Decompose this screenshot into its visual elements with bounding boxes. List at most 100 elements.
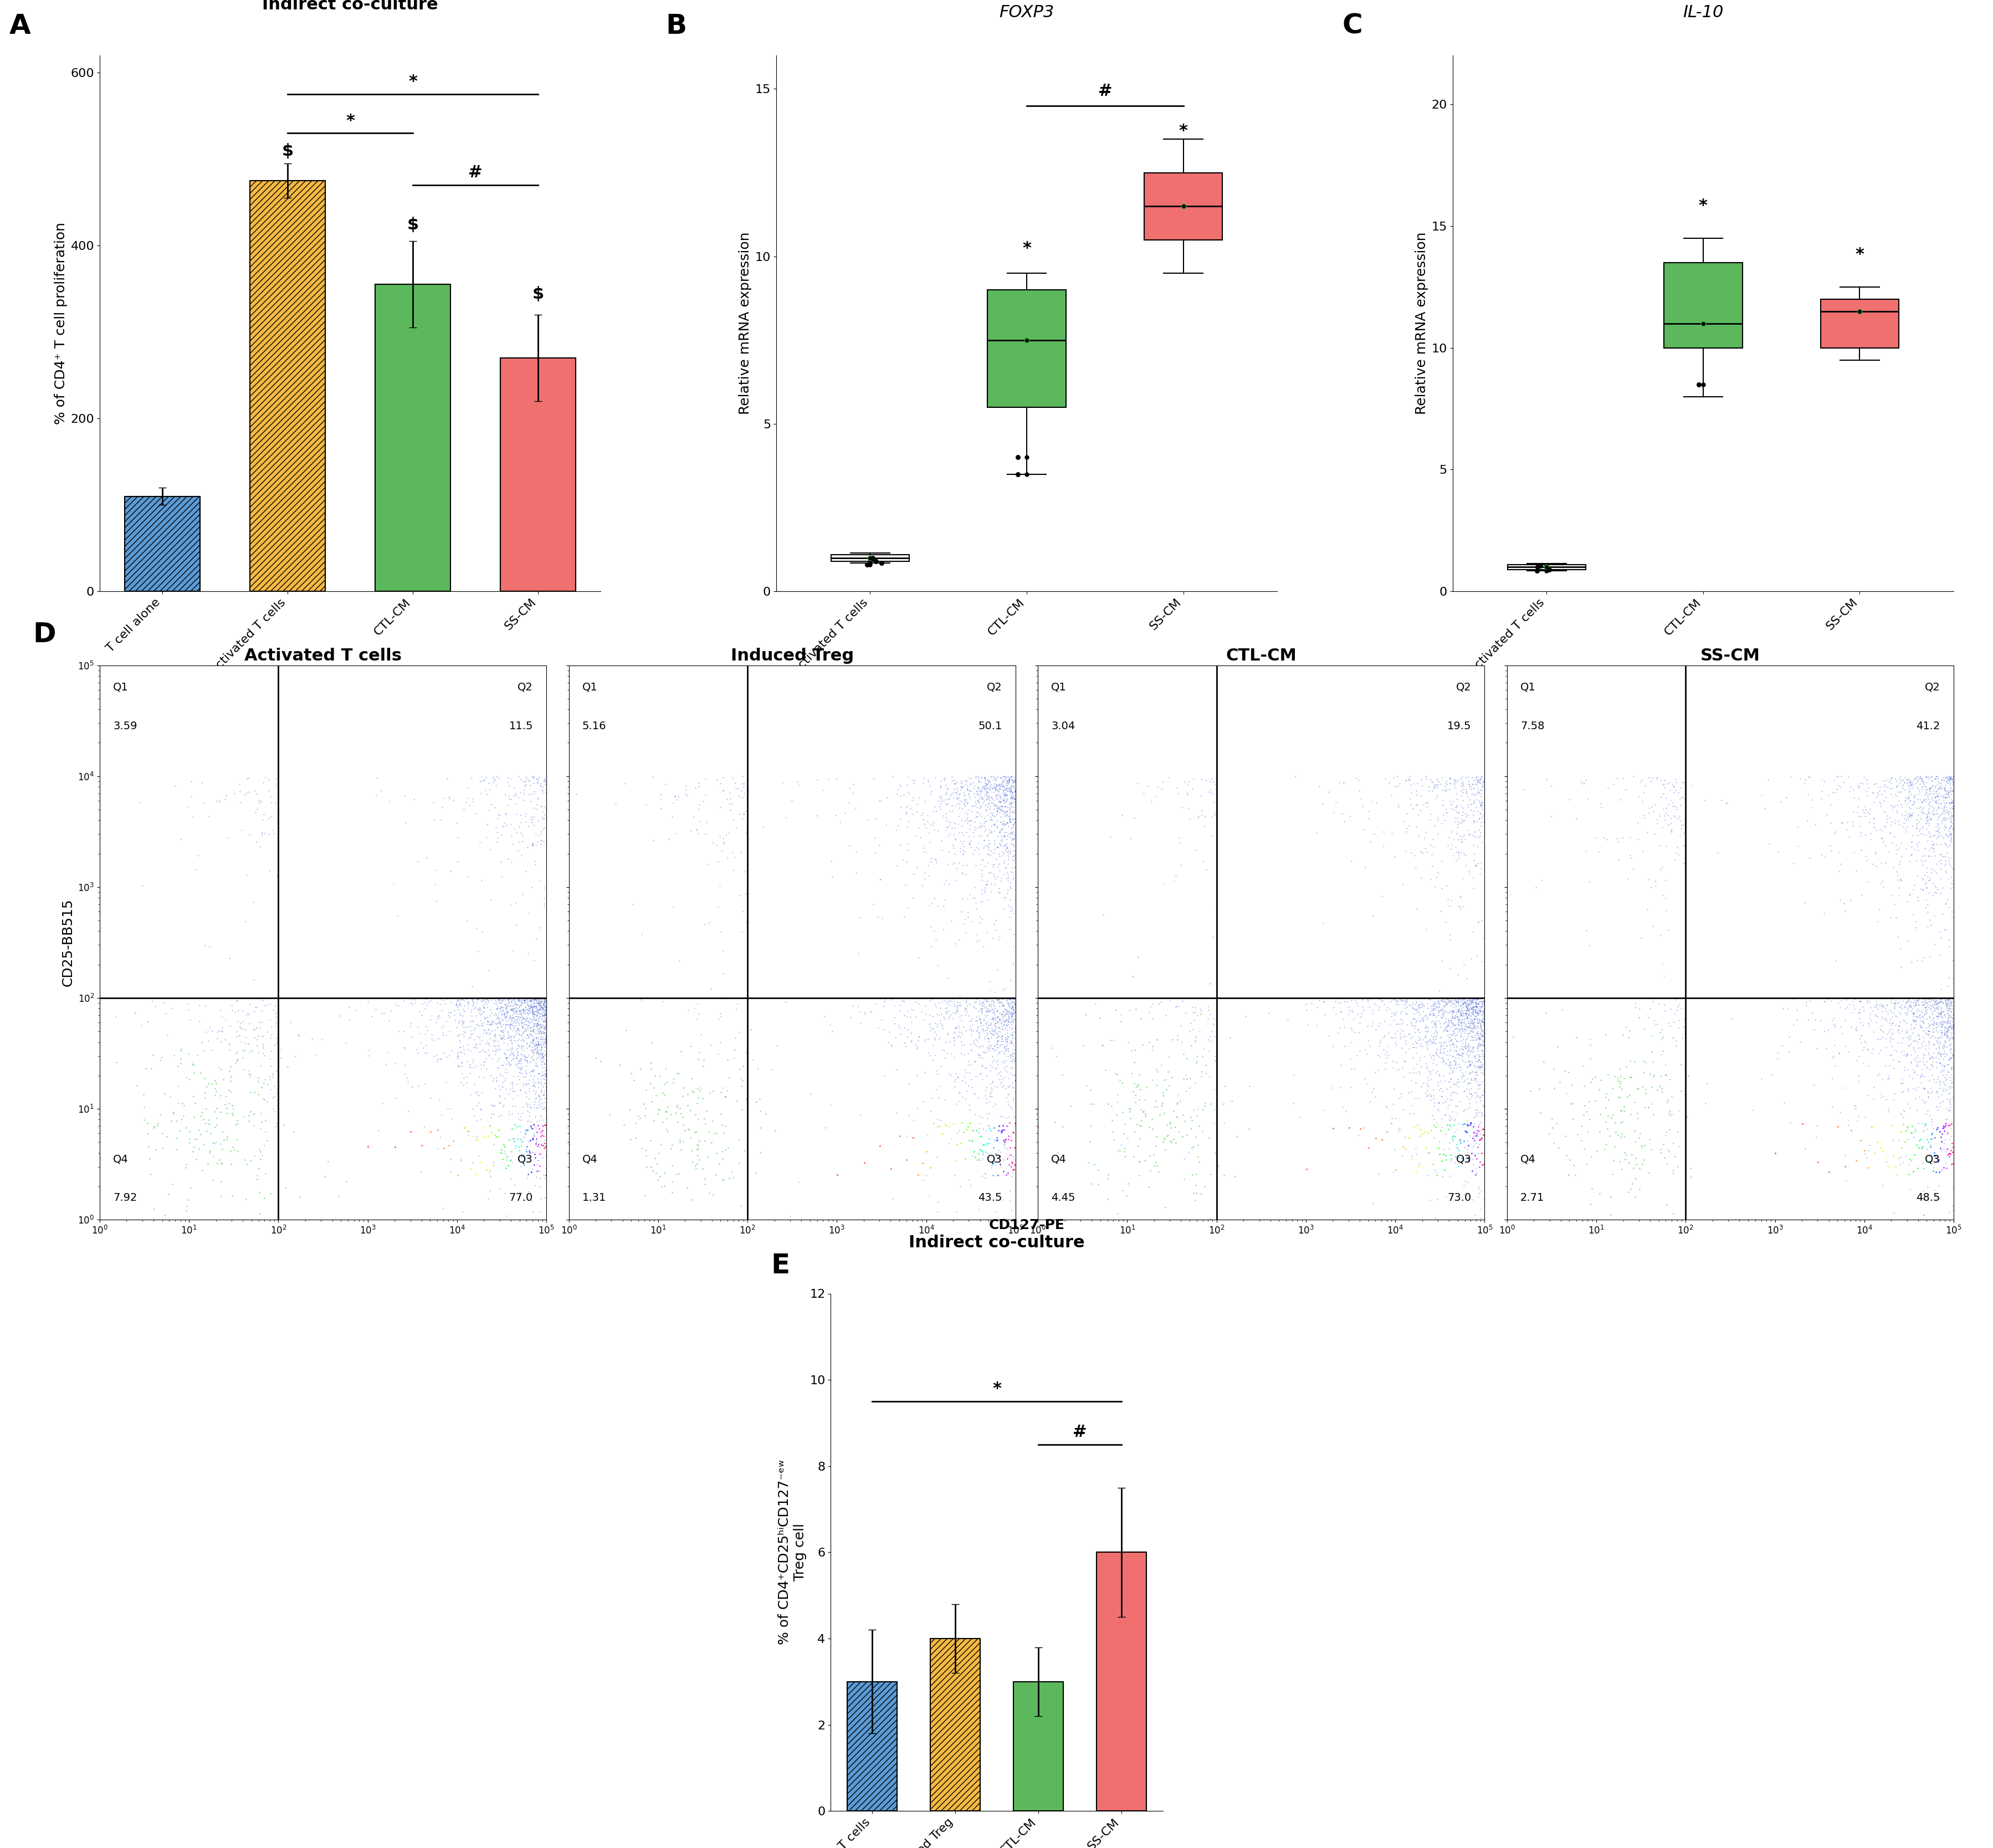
Point <box>1923 863 1955 893</box>
Point <box>458 1053 490 1083</box>
Point <box>1933 931 1965 961</box>
Point <box>1816 1005 1848 1035</box>
Point <box>434 856 466 885</box>
Point <box>1467 1100 1499 1129</box>
Point <box>783 771 815 800</box>
Point <box>263 1016 295 1046</box>
Point <box>1897 1000 1929 1029</box>
Point <box>993 765 1024 795</box>
Point <box>500 989 532 1018</box>
Point <box>440 1161 472 1190</box>
Point <box>480 761 512 791</box>
Point <box>998 1042 1030 1072</box>
Point <box>941 778 973 808</box>
Point <box>955 1015 987 1044</box>
Point <box>1592 1101 1624 1131</box>
Point <box>1931 991 1963 1020</box>
Point <box>991 824 1022 854</box>
Point <box>927 787 959 817</box>
Point <box>913 987 945 1016</box>
Point <box>1851 772 1883 802</box>
Point <box>877 761 909 791</box>
Point <box>1379 1103 1411 1133</box>
Point <box>925 795 957 824</box>
Point <box>530 1024 562 1053</box>
Point <box>1423 998 1455 1027</box>
Point <box>1863 1024 1895 1053</box>
Point <box>658 1068 690 1098</box>
Point <box>215 1090 247 1120</box>
Point <box>1445 1033 1477 1063</box>
Point <box>998 1066 1030 1096</box>
Point <box>1395 1142 1427 1172</box>
Point <box>1451 1024 1483 1053</box>
Point <box>508 992 540 1022</box>
Point <box>1170 1120 1202 1149</box>
Point <box>975 1009 1006 1039</box>
Point <box>502 1007 534 1037</box>
Point <box>1903 1125 1935 1155</box>
Point <box>719 769 751 798</box>
Point <box>965 782 997 811</box>
Point <box>1881 1046 1913 1076</box>
Point <box>706 1137 737 1166</box>
Point <box>1431 1146 1463 1175</box>
Point <box>939 1072 971 1101</box>
Point <box>969 795 1000 824</box>
Point <box>1917 835 1949 865</box>
Point <box>1461 1070 1493 1100</box>
Point <box>1851 985 1883 1015</box>
Point <box>1893 802 1925 832</box>
Point <box>1919 1122 1951 1151</box>
Point <box>1933 763 1965 793</box>
Point <box>1405 1003 1437 1033</box>
Point <box>524 1013 556 1042</box>
Point <box>524 992 556 1022</box>
Point <box>997 780 1028 809</box>
Point <box>915 809 947 839</box>
Point <box>1897 787 1929 817</box>
Point <box>452 1120 484 1149</box>
Point <box>610 1015 642 1044</box>
Point <box>516 1026 548 1055</box>
Point <box>397 985 428 1015</box>
Point <box>1927 785 1959 815</box>
Title: Activated T cells: Activated T cells <box>245 649 403 663</box>
Point <box>134 1131 165 1161</box>
Point <box>1451 996 1483 1026</box>
Point <box>1887 1005 1919 1035</box>
Point <box>1921 782 1953 811</box>
Point <box>1445 800 1477 830</box>
Point <box>1566 769 1598 798</box>
Point <box>995 1027 1026 1057</box>
Point <box>1449 1033 1481 1063</box>
Point <box>998 1155 1030 1185</box>
Point <box>925 1072 957 1101</box>
Point <box>1459 761 1491 791</box>
Point <box>965 809 997 839</box>
Point <box>1443 985 1475 1015</box>
Point <box>961 920 993 950</box>
Point <box>957 1116 989 1146</box>
Point <box>1385 1083 1417 1112</box>
Point <box>1925 898 1957 928</box>
Point <box>993 996 1024 1026</box>
Point <box>464 987 496 1016</box>
Point <box>1931 1022 1963 1052</box>
Point <box>506 987 538 1016</box>
Point <box>1401 1027 1433 1057</box>
Point <box>430 983 462 1013</box>
Point <box>518 991 550 1020</box>
Point <box>969 780 1000 809</box>
Point <box>506 1031 538 1061</box>
Point <box>1399 1007 1431 1037</box>
Point <box>998 992 1030 1022</box>
Point <box>1451 1000 1483 1029</box>
Point <box>981 985 1012 1015</box>
Point <box>1929 1066 1961 1096</box>
Point <box>1449 1003 1481 1033</box>
Point <box>1096 1026 1128 1055</box>
Point <box>1184 1061 1216 1090</box>
Point <box>498 1022 530 1052</box>
Point <box>1459 1002 1491 1031</box>
